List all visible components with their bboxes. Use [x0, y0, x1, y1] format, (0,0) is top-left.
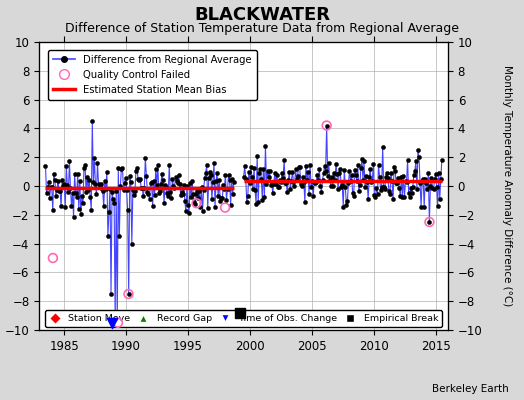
- Point: [192, 200, 201, 206]
- Text: Berkeley Earth: Berkeley Earth: [432, 384, 508, 394]
- Point: [322, 122, 331, 129]
- Point: [236, 310, 244, 316]
- Point: [49, 255, 57, 261]
- Text: Difference of Station Temperature Data from Regional Average: Difference of Station Temperature Data f…: [65, 22, 459, 35]
- Legend: Station Move, Record Gap, Time of Obs. Change, Empirical Break: Station Move, Record Gap, Time of Obs. C…: [46, 310, 442, 327]
- Point: [221, 204, 230, 211]
- Text: BLACKWATER: BLACKWATER: [194, 6, 330, 24]
- Y-axis label: Monthly Temperature Anomaly Difference (°C): Monthly Temperature Anomaly Difference (…: [502, 65, 512, 307]
- Point: [425, 219, 434, 225]
- Point: [114, 320, 122, 326]
- Point: [108, 320, 116, 326]
- Point: [124, 291, 133, 297]
